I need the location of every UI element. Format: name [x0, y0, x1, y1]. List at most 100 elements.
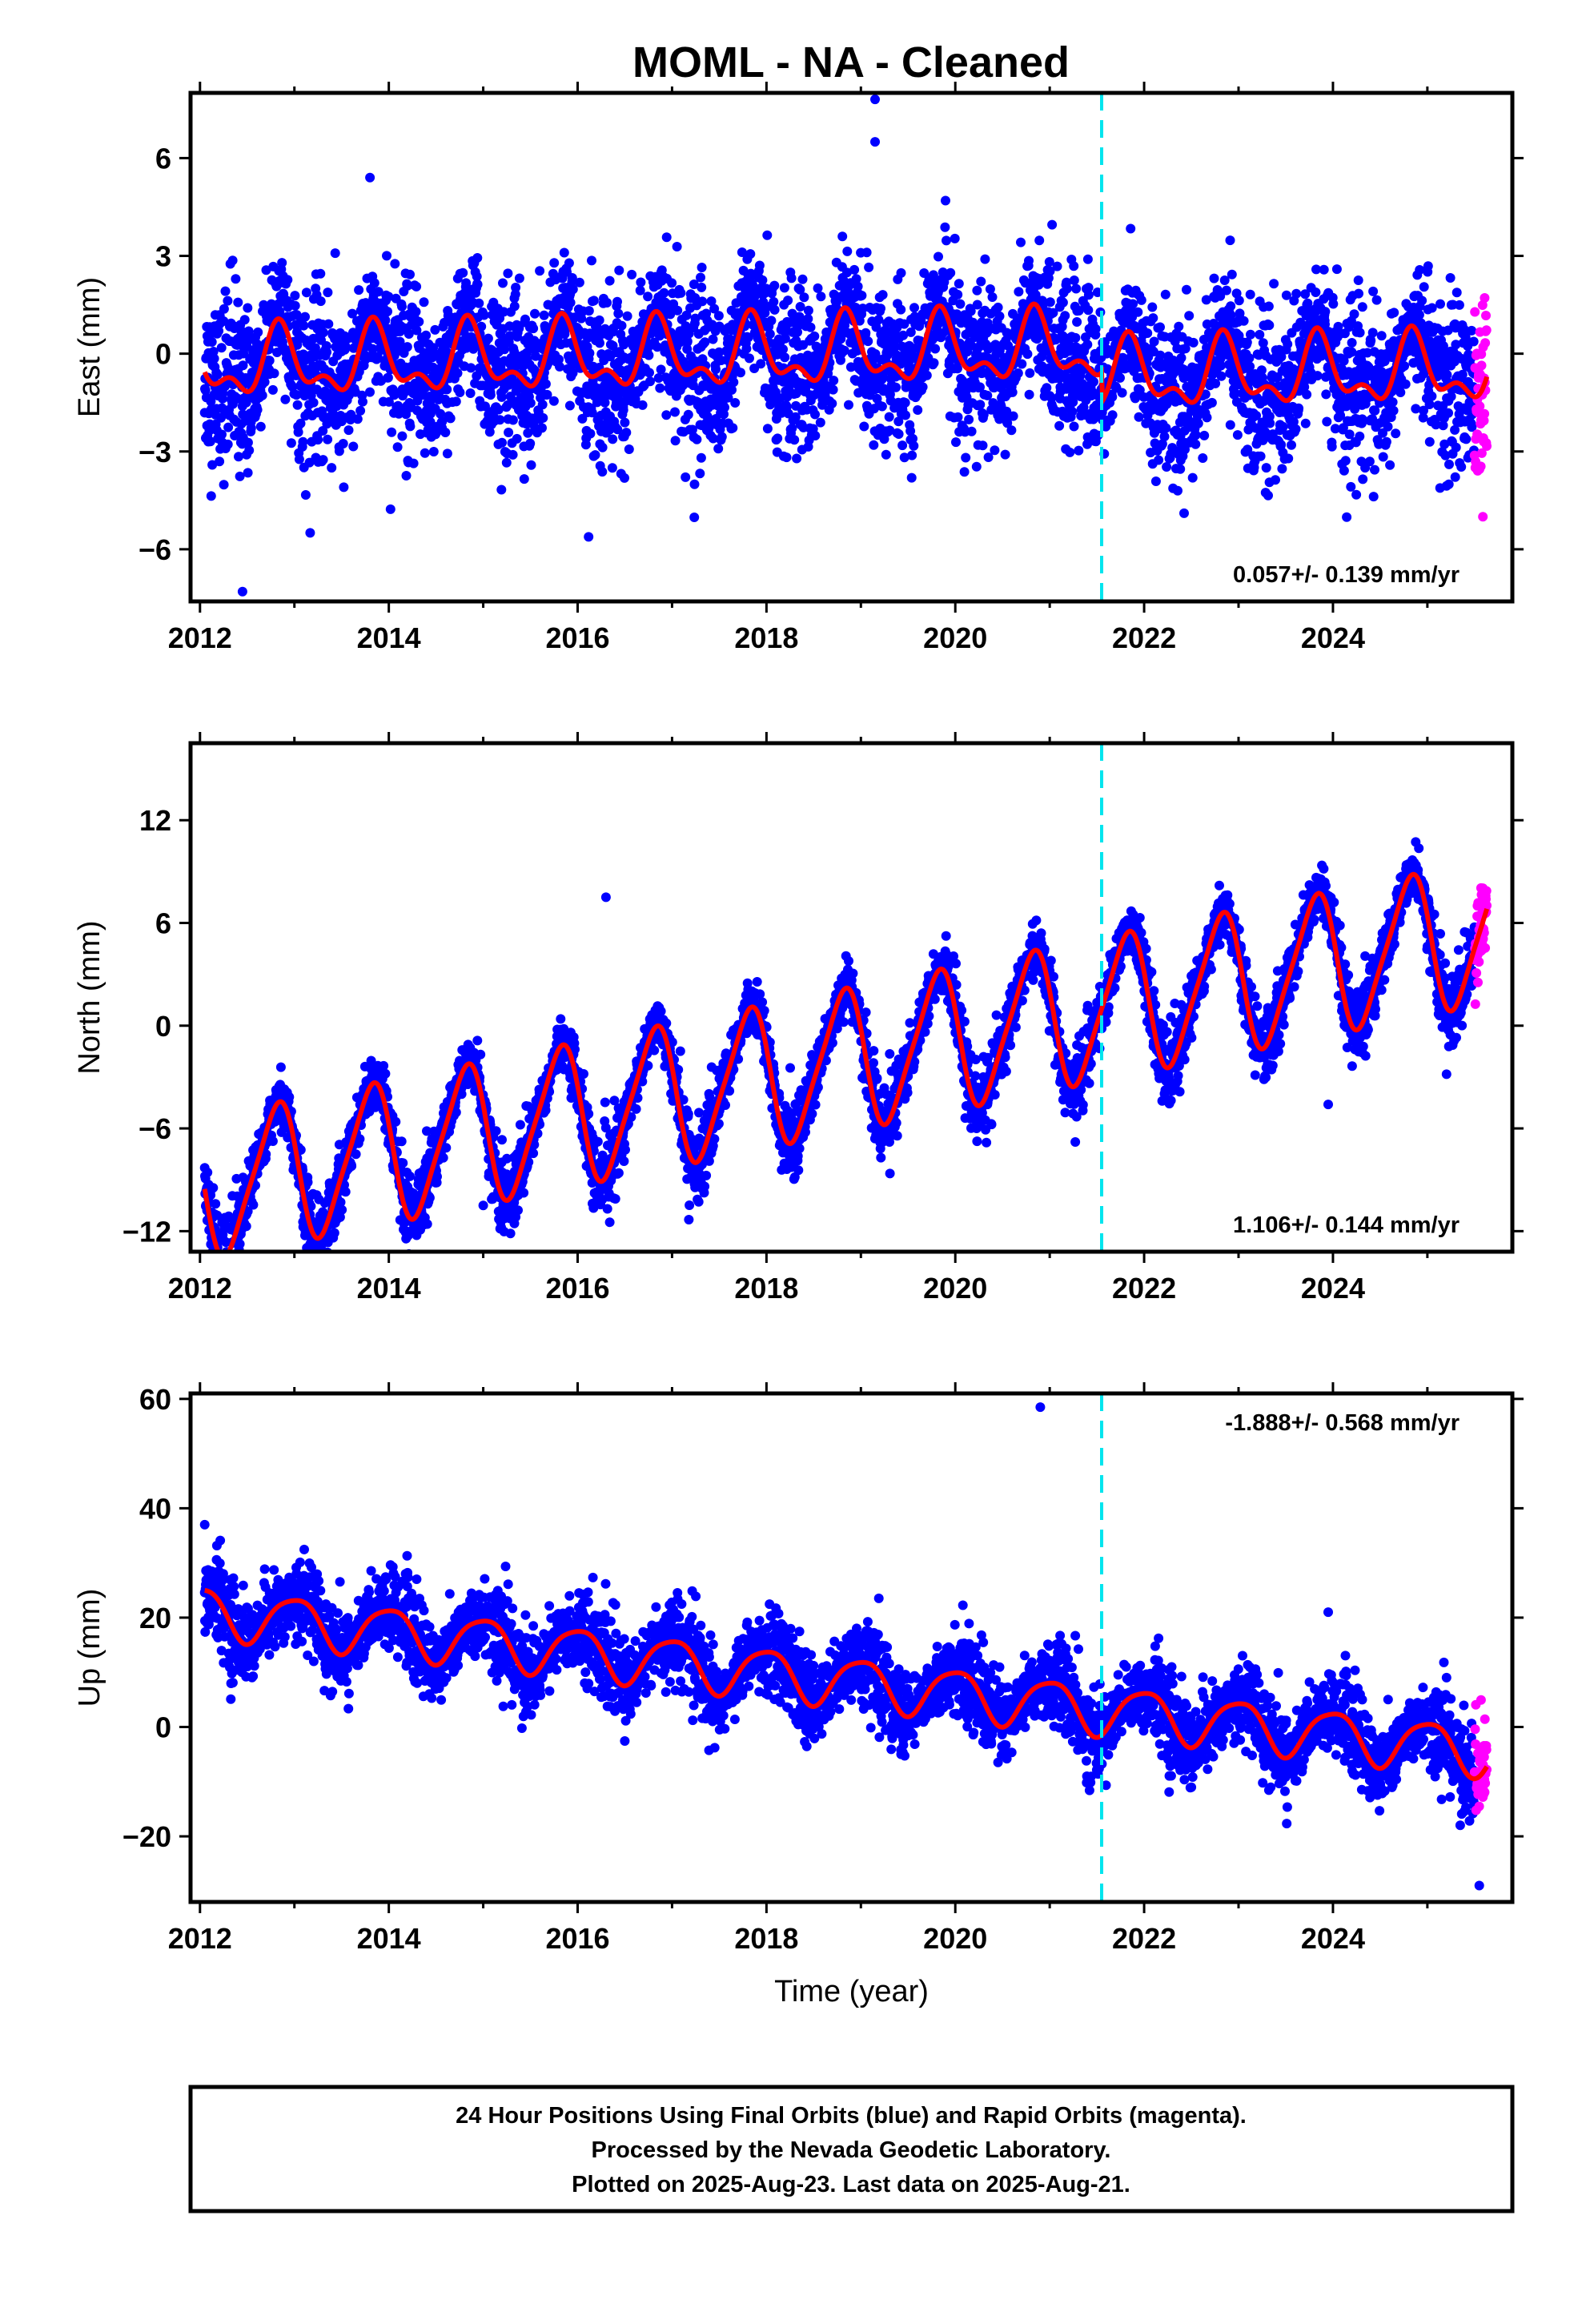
final-orbit-point	[214, 1256, 223, 1265]
final-orbit-point	[604, 275, 615, 286]
final-orbit-point	[237, 1253, 247, 1263]
final-orbit-point	[1173, 485, 1182, 496]
final-orbit-point	[526, 460, 536, 470]
final-orbit-point	[893, 416, 904, 427]
final-orbit-point	[1175, 464, 1186, 474]
final-orbit-point	[476, 321, 487, 332]
final-orbit-point	[217, 429, 227, 440]
y-tick-label: −3	[139, 436, 171, 468]
final-orbit-point	[769, 304, 780, 315]
final-orbit-point	[636, 277, 646, 287]
final-orbit-point	[652, 342, 662, 352]
final-orbit-point	[990, 445, 1000, 456]
final-orbit-point	[231, 274, 241, 284]
final-orbit-point	[622, 311, 632, 321]
final-orbit-point	[535, 266, 545, 276]
final-orbit-point	[1242, 337, 1252, 348]
final-orbit-point	[778, 344, 788, 355]
final-orbit-point	[508, 449, 518, 460]
final-orbit-point	[676, 287, 686, 298]
final-orbit-point	[885, 425, 895, 436]
final-orbit-point	[338, 439, 348, 448]
final-orbit-point	[1419, 282, 1429, 292]
final-orbit-point	[828, 384, 838, 395]
final-orbit-point	[1082, 340, 1093, 350]
final-orbit-point	[1264, 412, 1275, 421]
final-orbit-point	[239, 315, 250, 325]
x-tick-label: 2020	[923, 621, 987, 654]
final-orbit-points	[199, 94, 1480, 597]
final-orbit-point	[466, 363, 476, 373]
final-orbit-point	[1264, 320, 1275, 331]
final-orbit-point	[495, 415, 505, 425]
final-orbit-point	[1045, 266, 1055, 276]
final-orbit-point	[961, 452, 971, 463]
final-orbit-point	[1368, 286, 1379, 296]
final-orbit-point	[1269, 279, 1279, 289]
final-orbit-point	[383, 396, 394, 407]
final-orbit-point	[644, 350, 654, 360]
final-orbit-point	[896, 304, 906, 315]
final-orbit-point	[1347, 338, 1357, 348]
final-orbit-point	[472, 279, 483, 290]
final-orbit-point	[696, 452, 706, 463]
final-orbit-point	[497, 437, 507, 448]
final-orbit-point	[315, 296, 326, 307]
final-orbit-point	[620, 472, 629, 483]
final-orbit-point	[864, 262, 874, 272]
final-orbit-point	[1024, 389, 1034, 400]
final-orbit-point	[1162, 462, 1172, 472]
final-orbit-point	[257, 390, 267, 400]
final-orbit-point	[1340, 456, 1351, 466]
final-orbit-point	[1328, 299, 1339, 309]
final-orbit-point	[780, 352, 790, 363]
final-orbit-point	[706, 296, 717, 307]
final-orbit-point	[978, 440, 988, 451]
final-orbit-point	[220, 1257, 230, 1267]
final-orbit-point	[711, 364, 721, 375]
final-orbit-point	[708, 334, 718, 344]
final-orbit-point	[1364, 456, 1375, 467]
final-orbit-point	[689, 479, 700, 489]
final-orbit-point	[690, 293, 701, 303]
final-orbit-point	[877, 290, 888, 300]
final-orbit-point	[942, 235, 951, 246]
final-orbit-point	[621, 428, 632, 438]
final-orbit-point	[1288, 416, 1299, 427]
final-orbit-point	[697, 296, 708, 307]
final-orbit-point	[318, 455, 328, 465]
final-orbit-point	[1427, 303, 1437, 313]
final-orbit-point	[762, 230, 773, 240]
final-orbit-point	[211, 1259, 220, 1269]
final-orbit-point	[1022, 349, 1033, 360]
final-orbit-point	[219, 480, 229, 490]
final-orbit-point	[373, 287, 383, 297]
final-orbit-point	[211, 1199, 221, 1209]
final-orbit-point	[913, 405, 923, 415]
final-orbit-point	[352, 414, 363, 424]
final-orbit-point	[595, 338, 604, 348]
final-orbit-point	[1451, 442, 1461, 452]
final-orbit-point	[773, 433, 783, 444]
final-orbit-point	[1385, 460, 1395, 470]
final-orbit-point	[1415, 265, 1425, 275]
final-orbit-point	[908, 433, 917, 444]
final-orbit-point	[305, 528, 315, 538]
final-orbit-point	[1042, 346, 1052, 356]
final-orbit-point	[1161, 423, 1171, 433]
final-orbit-point	[762, 424, 773, 434]
final-orbit-point	[503, 268, 513, 279]
final-orbit-point	[1368, 492, 1379, 502]
final-orbit-point	[238, 360, 248, 371]
final-orbit-point	[837, 231, 848, 242]
final-orbit-point	[385, 504, 396, 514]
final-orbit-point	[207, 337, 217, 347]
final-orbit-point	[909, 440, 919, 451]
final-orbit-point	[921, 370, 932, 380]
final-orbit-point	[231, 1257, 240, 1267]
final-orbit-point	[597, 467, 608, 477]
final-orbit-point	[531, 351, 540, 361]
final-orbit-point	[1370, 464, 1379, 475]
final-orbit-point	[1107, 392, 1118, 402]
final-orbit-point	[510, 289, 520, 300]
